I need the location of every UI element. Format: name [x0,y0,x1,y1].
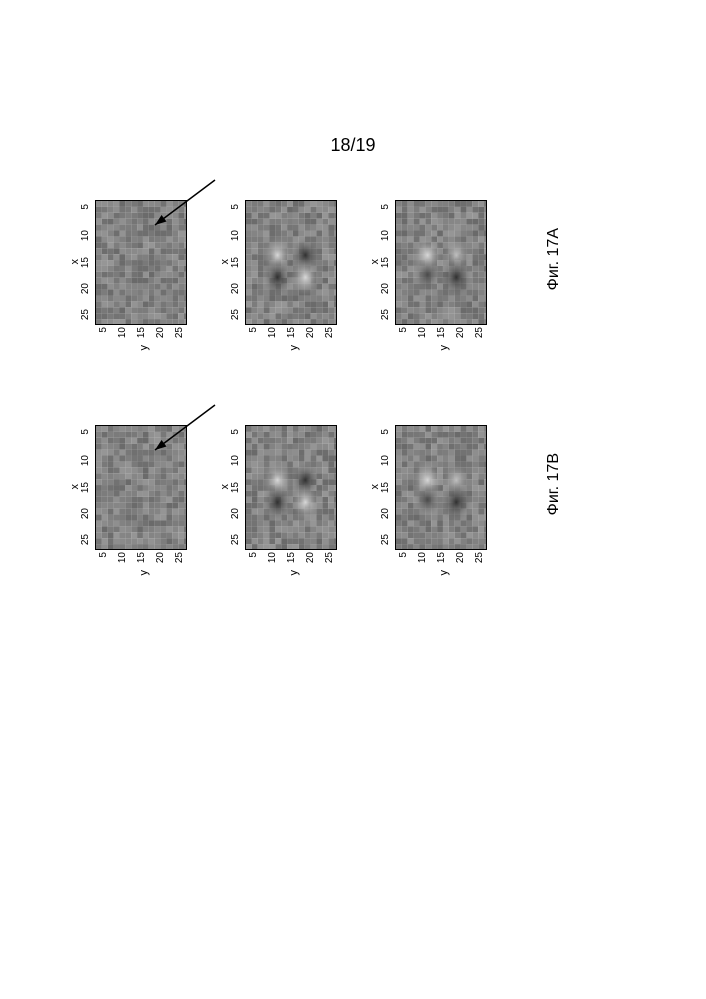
figure-caption-17a: Фиг. 17A [545,228,563,290]
figure-caption-17b: Фиг. 17B [545,453,563,515]
x-axis-label: x [219,484,231,490]
y-axis-label: y [138,570,150,576]
x-axis-label: x [69,259,81,265]
heatmap-panel-quad [245,200,337,325]
y-axis-label: y [288,345,300,351]
heatmap-panel-quad [395,200,487,325]
x-axis-ticks: 510152025 [81,200,93,325]
x-axis-ticks: 510152025 [231,425,243,550]
heatmap-panel-quad [395,425,487,550]
x-axis-ticks: 510152025 [231,200,243,325]
heatmap-panel-uniform [95,200,187,325]
heatmap-panel-quad [245,425,337,550]
x-axis-label: x [369,484,381,490]
x-axis-ticks: 510152025 [381,425,393,550]
x-axis-ticks: 510152025 [81,425,93,550]
x-axis-label: x [219,259,231,265]
y-axis-label: y [288,570,300,576]
figure-panel-grid: 510152025x510152025y510152025x510152025y… [95,200,615,690]
y-axis-label: y [438,570,450,576]
x-axis-label: x [369,259,381,265]
heatmap-panel-uniform [95,425,187,550]
x-axis-ticks: 510152025 [381,200,393,325]
page-number: 18/19 [0,135,706,156]
y-axis-label: y [438,345,450,351]
y-axis-label: y [138,345,150,351]
x-axis-label: x [69,484,81,490]
